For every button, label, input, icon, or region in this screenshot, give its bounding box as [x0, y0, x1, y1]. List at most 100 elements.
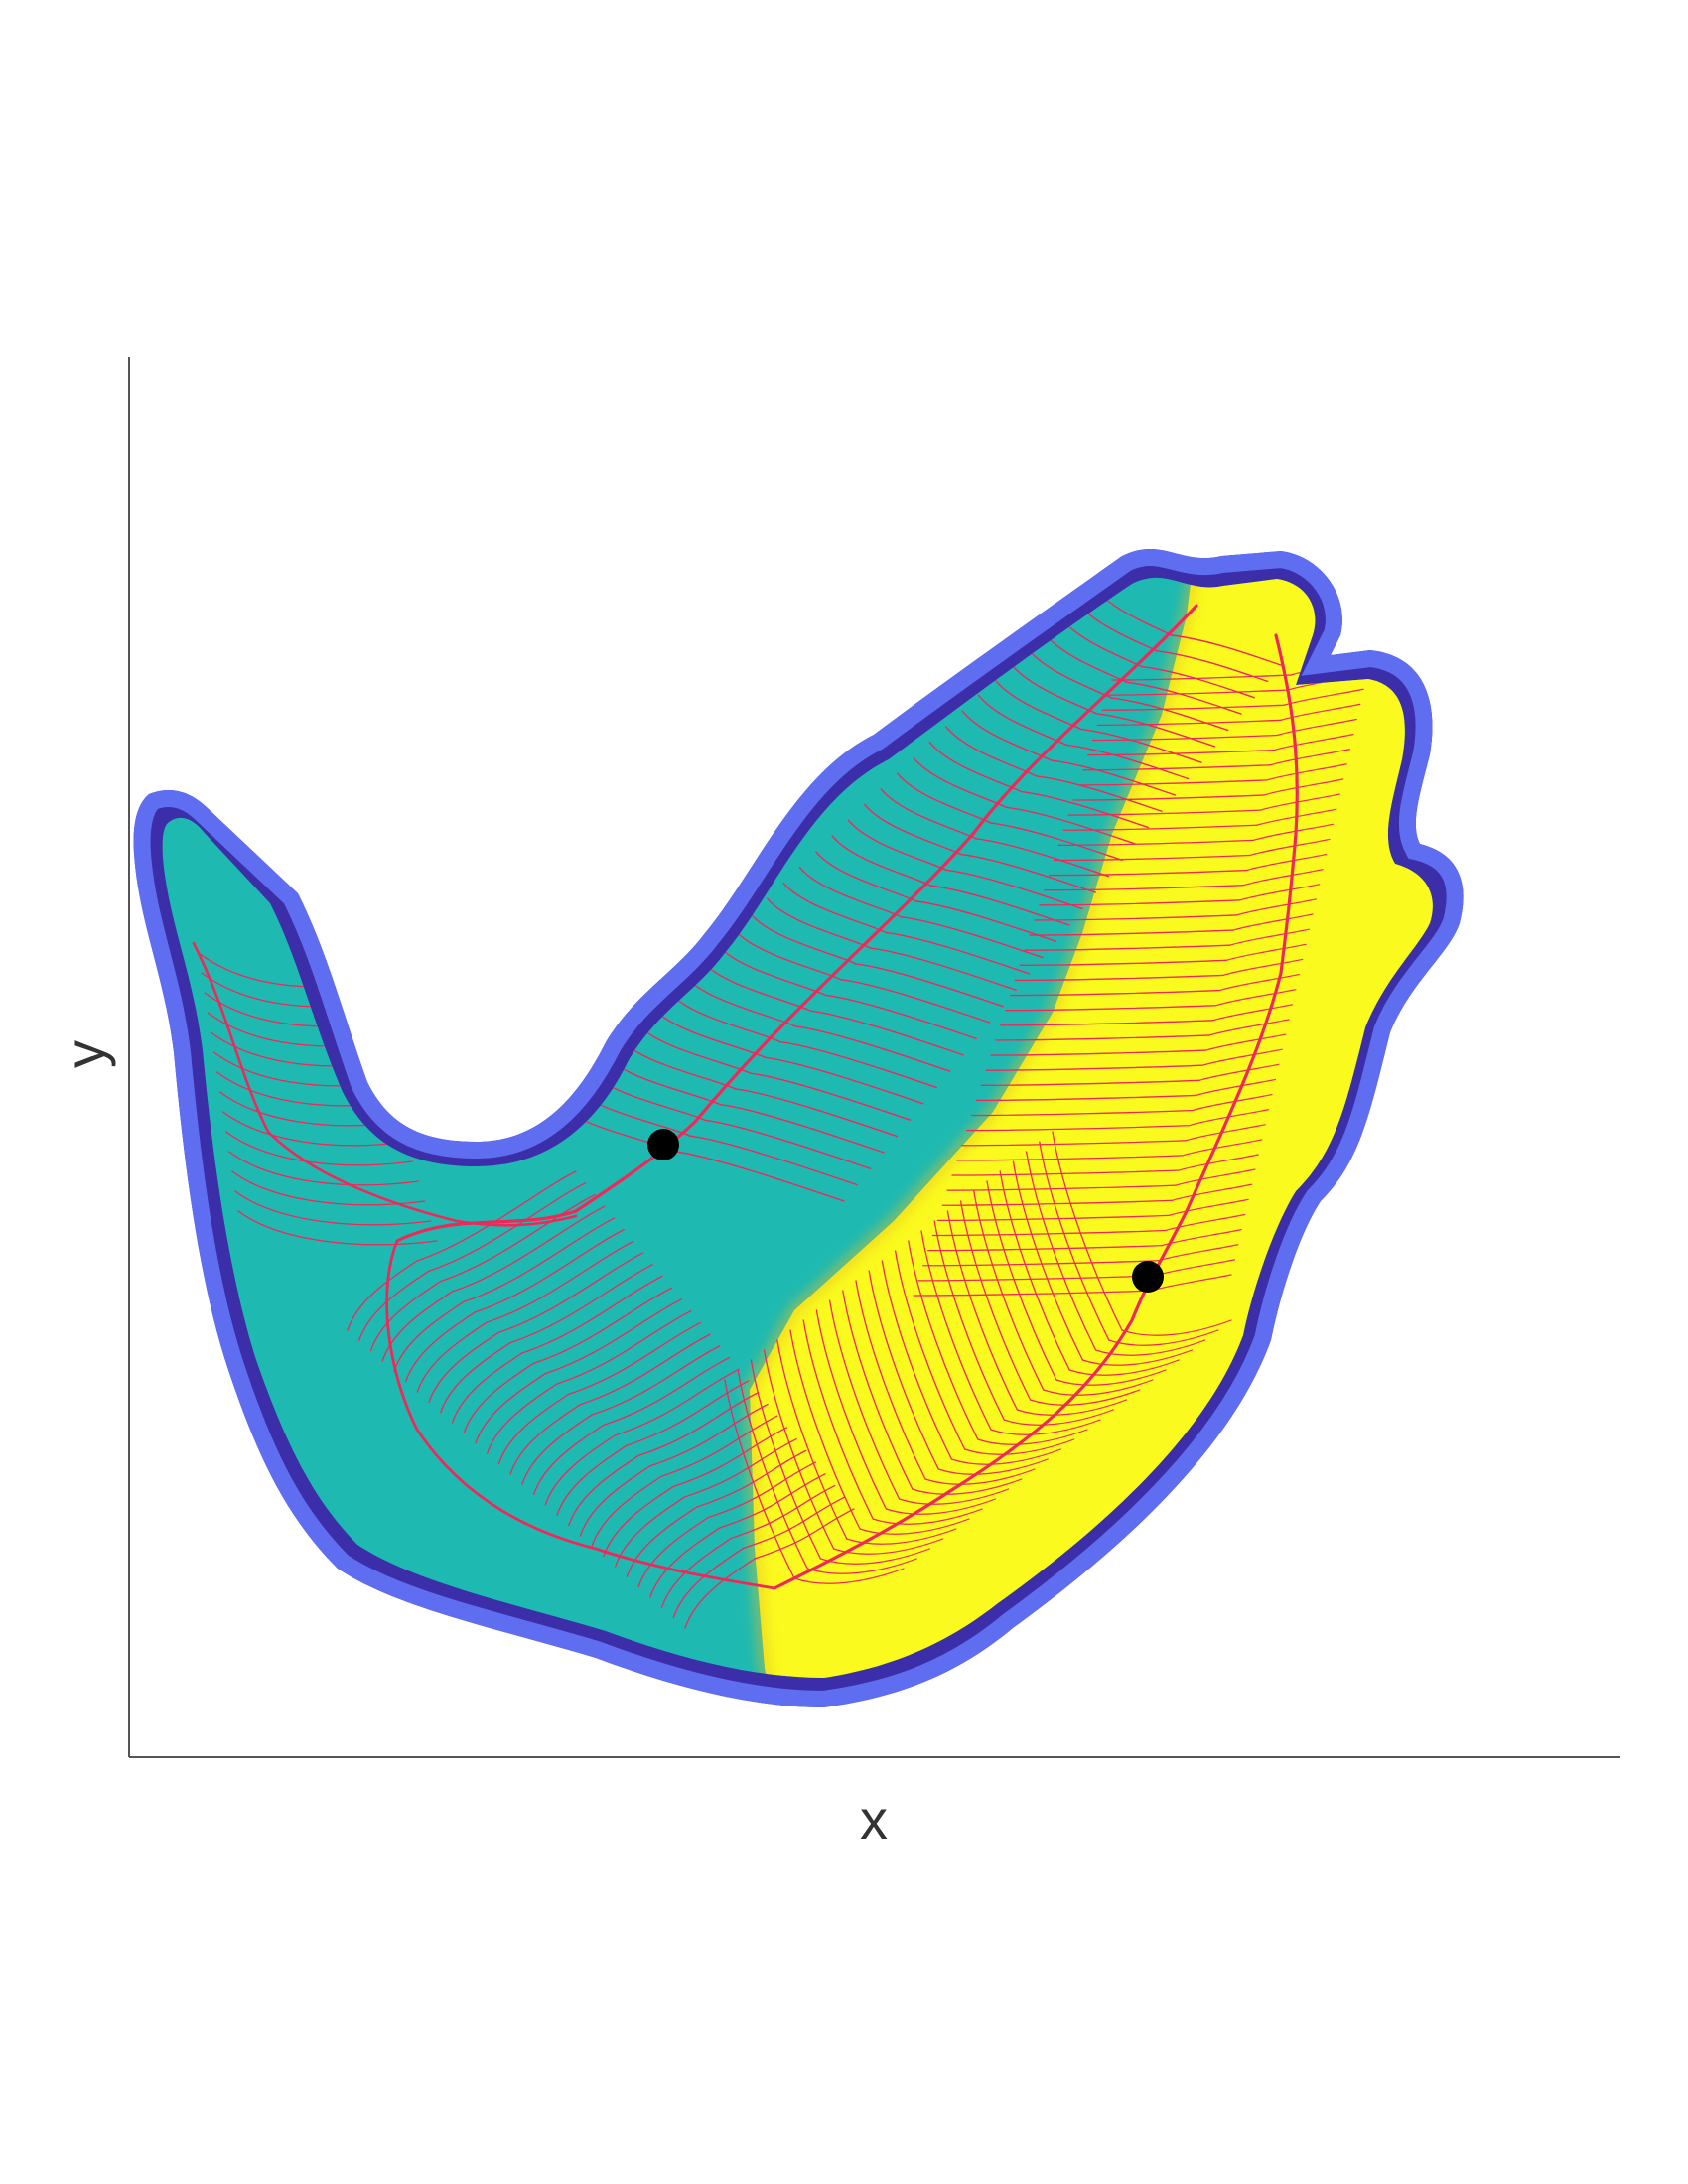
streamline-tributary: [1095, 1339, 1206, 1356]
streamline-tributary: [1086, 749, 1275, 756]
streamline-tributary: [648, 1403, 769, 1467]
streamline-tributary: [824, 994, 978, 1040]
streamline-tributary: [789, 1329, 861, 1530]
streamline-tributary: [497, 1252, 644, 1334]
streamline-tributary: [579, 1465, 651, 1537]
streamline-tributary: [1029, 929, 1234, 936]
streamline-tributary: [1198, 1063, 1280, 1081]
streamline-tributary: [1246, 853, 1328, 872]
streamline-tributary: [855, 963, 1004, 1008]
streamline-tributary: [591, 1345, 721, 1416]
streamline-tributary: [1019, 959, 1227, 966]
streamline-tributary: [221, 1111, 407, 1147]
streamline-tributary: [684, 1558, 756, 1629]
streamline-tributary: [451, 1352, 523, 1424]
streamline-tributary: [704, 1119, 872, 1169]
streamline-tributary: [347, 1260, 418, 1331]
streamline-tributary: [1030, 1389, 1141, 1406]
streamline-tributary: [970, 1109, 1194, 1117]
streamline-tributary: [707, 1461, 817, 1519]
streamline-tributary: [520, 1275, 663, 1354]
streamline-tributary: [730, 1484, 836, 1539]
streamline-tributary: [660, 1537, 733, 1608]
streamline-tributary: [1266, 763, 1347, 781]
streamline-tributary: [1101, 704, 1285, 711]
streamline-tributary: [908, 1240, 979, 1440]
streamline-tributary: [486, 1240, 634, 1323]
streamline-tributary: [689, 1135, 859, 1186]
streamline-tributary: [1141, 665, 1256, 699]
streamline-tributary: [1044, 885, 1244, 891]
streamline-tributary: [1051, 759, 1177, 796]
streamline-tributary: [1000, 1020, 1214, 1026]
streamline-tributary: [463, 1362, 534, 1434]
streamline-tributary: [544, 1298, 682, 1375]
streamline-main-left-arm: [192, 941, 578, 1227]
streamline-tributary: [1178, 1154, 1259, 1171]
streamline-tributary: [1188, 1109, 1270, 1127]
streamline-tributary: [497, 1393, 570, 1465]
streamline-tributary: [1039, 899, 1241, 906]
streamline-tributary: [724, 1379, 795, 1579]
streamline-tributary: [487, 1383, 558, 1454]
streamline-tributary: [859, 1518, 970, 1535]
streamline-tributary: [719, 1473, 826, 1529]
streamline-tributary: [1062, 824, 1258, 831]
streamline-tributary: [1263, 778, 1344, 796]
streamline-tributary: [776, 1339, 848, 1540]
streamline-tributary: [870, 947, 1018, 991]
streamline-tributary: [956, 1155, 1184, 1161]
streamline-tributary: [1280, 703, 1361, 721]
streamline-tributary: [1055, 1369, 1167, 1386]
streamline-tributary: [615, 1496, 686, 1568]
streamline-tributary: [1108, 1329, 1219, 1346]
streamline-tributary: [734, 928, 842, 981]
streamline-tributary: [1232, 913, 1314, 931]
streamline-tributary: [1256, 808, 1337, 826]
streamline-tributary: [1182, 1139, 1263, 1157]
y-axis-label: y: [54, 1040, 116, 1068]
streamline-tributary: [1225, 943, 1307, 961]
streamline-tributary: [544, 1434, 616, 1506]
streamline-tributary: [920, 1230, 992, 1431]
streamline-tributary: [672, 1548, 744, 1619]
streamline-tributary: [754, 1508, 855, 1560]
streamline-tributary: [966, 1125, 1191, 1132]
streamline-tributary: [964, 1438, 1075, 1455]
streamline-tributary: [1067, 809, 1261, 816]
streamline-tributary: [1283, 688, 1364, 706]
streamline-tributary: [521, 1414, 593, 1485]
streamline-tributary: [1242, 869, 1324, 887]
streamline-tributary: [1125, 681, 1242, 715]
streamline-tributary: [977, 1429, 1088, 1445]
streamline-tributary: [474, 1228, 625, 1313]
streamline-tributary: [980, 1079, 1200, 1086]
streamline-tributary: [1052, 1131, 1123, 1331]
streamline-tributary: [591, 1475, 662, 1547]
streamline-tributary: [794, 1025, 951, 1072]
streamline-tributary: [1110, 697, 1229, 732]
streamline-tributary: [1201, 1048, 1283, 1066]
streamline-tributary: [765, 1056, 924, 1105]
streamline-tributary: [960, 853, 1097, 893]
streamline-tributary: [802, 1319, 874, 1520]
streamline-tributary: [1012, 1160, 1084, 1361]
streamline-tributary: [532, 1287, 673, 1365]
streamline-tributary: [602, 1356, 731, 1427]
streamline-tributary: [815, 1309, 888, 1510]
streamline-tributary: [463, 1217, 616, 1303]
streamline-tributary: [717, 944, 827, 997]
streamline-tributary: [926, 1244, 1163, 1252]
streamline-tributary: [1208, 1019, 1290, 1036]
streamline-tributary: [975, 838, 1110, 878]
streamline-tributary: [556, 1444, 628, 1516]
streamline-tributary: [977, 694, 1067, 747]
streamline-tributary: [532, 1424, 605, 1496]
streamline-tributary: [995, 1034, 1210, 1041]
streamline-tributary: [1273, 734, 1354, 751]
streamline-tributary: [961, 1140, 1187, 1147]
streamline-tributary: [1211, 1004, 1294, 1022]
streamline-tributary: [1161, 1229, 1242, 1247]
streamline-tributary: [750, 913, 857, 965]
streamline-tributary: [404, 1311, 477, 1383]
